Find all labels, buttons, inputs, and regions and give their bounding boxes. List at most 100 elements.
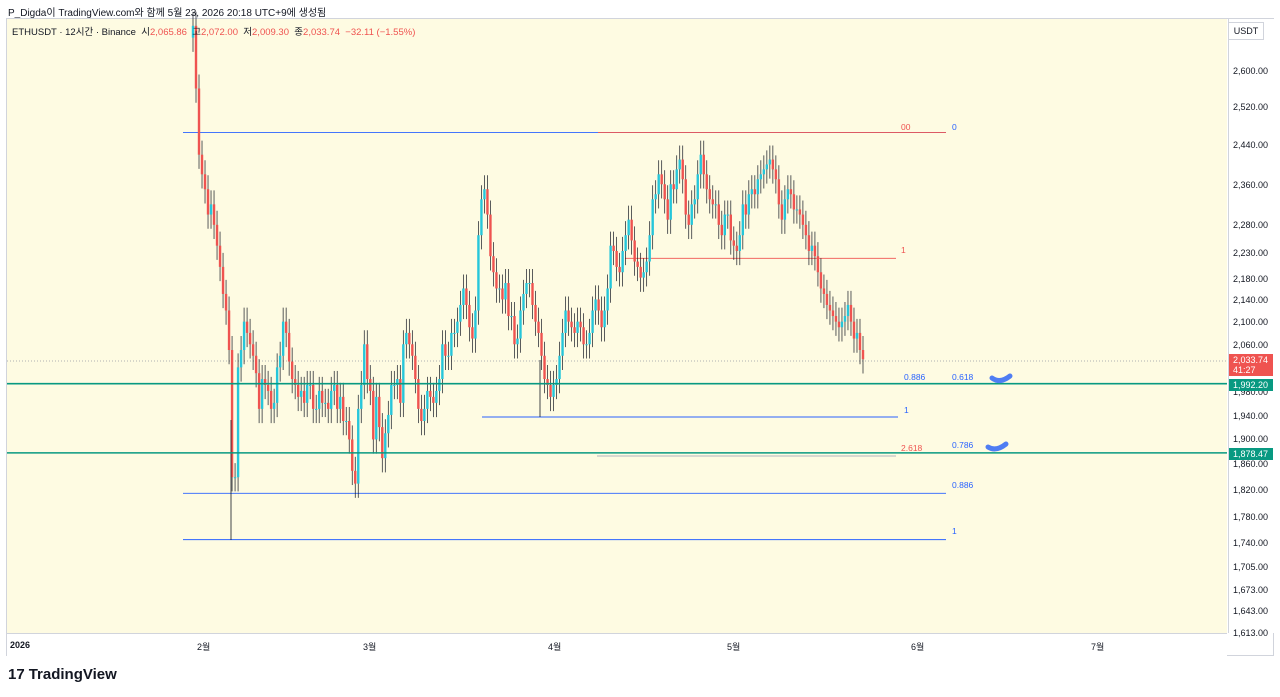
candle-body: [387, 414, 390, 434]
candle-body: [450, 332, 453, 356]
price-tick: 2,600.00: [1233, 66, 1269, 76]
candle-body: [651, 199, 654, 236]
legend-symbol[interactable]: ETHUSDT · 12시간 · Binance: [12, 27, 136, 38]
price-tick: 1,900.00: [1233, 434, 1269, 444]
tradingview-footer[interactable]: 17 TradingView: [8, 666, 117, 683]
candle-body: [519, 310, 522, 339]
candle-body: [612, 245, 615, 251]
candle-body: [795, 209, 799, 211]
price-tick: 1,860.00: [1233, 459, 1269, 469]
candle-body: [498, 288, 501, 290]
candle-body: [642, 272, 645, 278]
price-tick: 2,520.00: [1233, 102, 1269, 112]
candle-body: [438, 379, 441, 391]
candle-body: [230, 350, 234, 478]
candle-body: [197, 88, 201, 155]
fib-label-mid-0786: 0.786: [952, 440, 974, 450]
candle-body: [858, 332, 862, 351]
candle-body: [735, 245, 739, 251]
candle-body: [807, 235, 811, 251]
candle-body: [567, 310, 570, 322]
candle-body: [317, 390, 321, 409]
candle-body: [191, 25, 195, 38]
price-tick: 2,180.00: [1233, 274, 1269, 284]
candle-body: [504, 283, 507, 300]
candle-body: [702, 154, 705, 175]
fib-label-mid-0886: 0.886: [904, 372, 926, 382]
candle-body: [209, 204, 213, 215]
candle-body: [272, 402, 276, 409]
candle-body: [305, 384, 309, 403]
candle-body: [819, 272, 823, 289]
candle-body: [552, 384, 555, 397]
fib-label-low-one: 1: [952, 526, 957, 536]
currency-button[interactable]: USDT: [1228, 22, 1264, 40]
candle-body: [648, 235, 651, 262]
highlight-marker-1878[interactable]: [985, 441, 1009, 452]
candle-body: [753, 189, 757, 195]
candle-body: [738, 235, 742, 251]
price-tick: 1,980.00: [1233, 387, 1269, 397]
candle-body: [284, 321, 288, 333]
time-label-feb: 2월: [197, 642, 211, 652]
candle-body: [275, 367, 279, 403]
legend-high-label: 고: [192, 27, 201, 38]
candle-body: [654, 194, 657, 200]
time-label-jul: 7월: [1091, 642, 1105, 652]
candle-body: [555, 379, 558, 385]
candle-body: [675, 169, 678, 190]
plot-area[interactable]: [7, 19, 1227, 633]
candle-body: [308, 384, 312, 386]
candle-body: [744, 204, 748, 215]
candle-body: [423, 408, 426, 422]
candle-body: [296, 384, 300, 397]
time-label-may: 5월: [727, 642, 741, 652]
candle-body: [369, 379, 372, 391]
candle-body: [603, 310, 606, 328]
candle-body: [846, 304, 850, 317]
price-tick: 1,643.00: [1233, 606, 1269, 616]
price-tick: 1,705.00: [1233, 562, 1269, 572]
time-label-apr: 4월: [548, 642, 562, 652]
price-tick: 2,280.00: [1233, 220, 1269, 230]
candle-body: [816, 256, 820, 273]
candle-body: [510, 316, 513, 318]
candle-body: [762, 169, 766, 175]
candle-body: [732, 240, 736, 246]
candle-body: [630, 219, 633, 241]
candle-body: [627, 219, 630, 236]
fib-label-upper-one: 1: [901, 245, 906, 255]
candle-body: [570, 321, 573, 328]
highlight-marker-1992[interactable]: [989, 373, 1013, 384]
price-tick: 1,673.00: [1233, 585, 1269, 595]
time-axis[interactable]: [7, 633, 1227, 656]
candle-body: [792, 194, 796, 210]
candle-body: [636, 261, 639, 267]
price-tick: 2,360.00: [1233, 180, 1269, 190]
candle-body: [789, 189, 793, 195]
candle-body: [669, 184, 672, 220]
chart-legend: ETHUSDT · 12시간 · Binance 시2,065.86 고2,07…: [12, 24, 415, 38]
candle-body: [269, 390, 273, 409]
candle-body: [837, 321, 841, 328]
candle-body: [221, 266, 225, 294]
candle-body: [618, 266, 621, 273]
candle-body: [477, 235, 480, 311]
candle-body: [260, 379, 264, 409]
hline-price-label-1: 1,992.20: [1229, 379, 1273, 391]
last-price-label: 2,033.74 41:27: [1229, 354, 1273, 376]
candle-body: [729, 214, 733, 241]
price-axis[interactable]: [1228, 19, 1275, 633]
candle-body: [606, 288, 609, 311]
candle-body: [783, 199, 787, 220]
candle-body: [495, 272, 498, 289]
candle-body: [855, 332, 859, 339]
candle-body: [390, 384, 393, 415]
candle-body: [726, 214, 729, 216]
price-tick: 2,230.00: [1233, 248, 1269, 258]
candle-body: [378, 396, 381, 428]
candle-body: [339, 396, 342, 409]
candle-body: [621, 250, 624, 273]
candle-body: [471, 327, 474, 339]
